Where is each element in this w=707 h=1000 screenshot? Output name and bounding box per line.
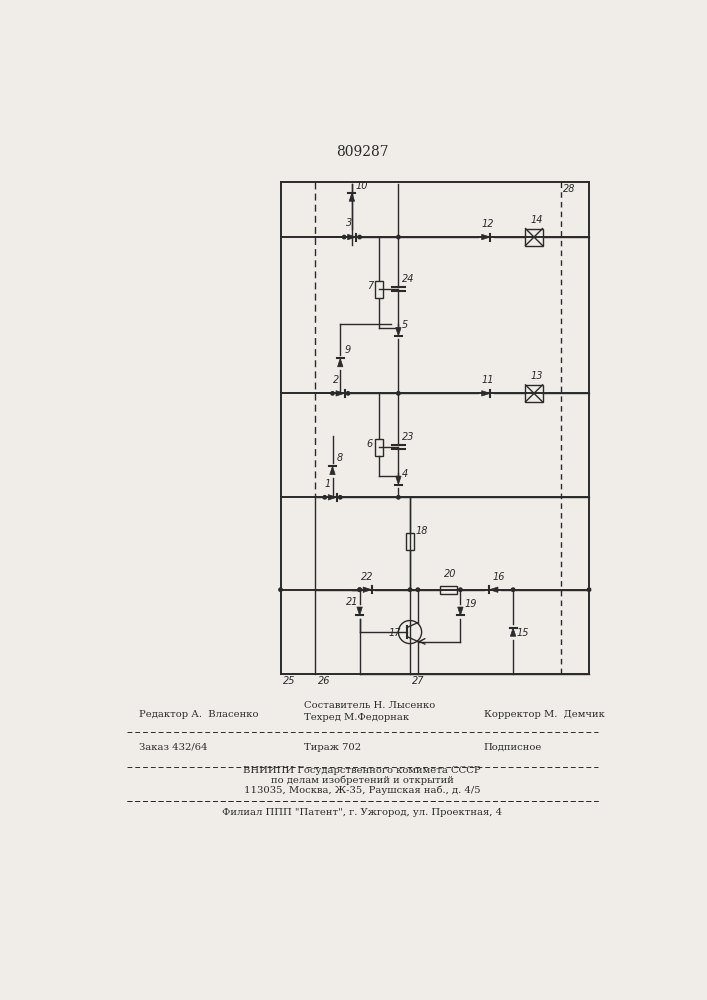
Text: Подписное: Подписное	[484, 743, 542, 752]
Text: Составитель Н. Лысенко: Составитель Н. Лысенко	[304, 701, 435, 710]
Polygon shape	[337, 358, 343, 367]
Bar	[406, 533, 414, 550]
Circle shape	[397, 496, 400, 499]
Text: 21: 21	[346, 597, 358, 607]
Text: Филиал ППП "Патент", г. Ужгород, ул. Проектная, 4: Филиал ППП "Патент", г. Ужгород, ул. Про…	[222, 808, 502, 817]
Text: 26: 26	[317, 676, 330, 686]
Circle shape	[358, 588, 361, 591]
Text: 113035, Москва, Ж-35, Раушская наб., д. 4/5: 113035, Москва, Ж-35, Раушская наб., д. …	[244, 785, 480, 795]
Text: Тираж 702: Тираж 702	[304, 743, 361, 752]
Circle shape	[339, 496, 342, 499]
Text: 12: 12	[481, 219, 493, 229]
Text: 7: 7	[367, 281, 373, 291]
Circle shape	[459, 588, 462, 591]
Text: 809287: 809287	[336, 145, 388, 159]
Text: 23: 23	[402, 432, 415, 442]
Circle shape	[588, 588, 591, 591]
Text: 15: 15	[517, 628, 530, 638]
Polygon shape	[348, 234, 356, 240]
Text: 19: 19	[464, 599, 477, 609]
Text: Заказ 432/64: Заказ 432/64	[139, 743, 207, 752]
Text: 18: 18	[416, 526, 428, 536]
Polygon shape	[336, 391, 344, 396]
Text: 3: 3	[346, 218, 352, 228]
Text: 10: 10	[356, 181, 368, 191]
Polygon shape	[349, 193, 355, 201]
Circle shape	[346, 392, 350, 395]
Polygon shape	[357, 607, 363, 615]
Circle shape	[342, 235, 346, 239]
Polygon shape	[510, 628, 516, 636]
Circle shape	[409, 588, 411, 591]
Text: ВНИИПИ Государственного комимета СССР: ВНИИПИ Государственного комимета СССР	[243, 766, 481, 775]
Circle shape	[511, 588, 515, 591]
Text: 24: 24	[402, 274, 415, 284]
Text: 4: 4	[402, 469, 409, 479]
Polygon shape	[481, 234, 490, 240]
Polygon shape	[396, 476, 401, 485]
Circle shape	[358, 235, 361, 239]
Bar	[440, 586, 457, 594]
Polygon shape	[457, 607, 463, 615]
Text: 17: 17	[388, 628, 401, 638]
Text: 22: 22	[361, 572, 374, 582]
Polygon shape	[489, 587, 498, 592]
Text: 27: 27	[412, 676, 425, 686]
Circle shape	[416, 588, 420, 591]
Text: 14: 14	[530, 215, 543, 225]
Bar	[525, 229, 542, 246]
Text: по делам изобретений и открытий: по делам изобретений и открытий	[271, 775, 453, 785]
Text: Техред М.Федорнак: Техред М.Федорнак	[304, 713, 409, 722]
Circle shape	[279, 588, 282, 591]
Text: 8: 8	[337, 453, 343, 463]
Text: 5: 5	[402, 320, 409, 330]
Text: 13: 13	[530, 371, 543, 381]
Text: 6: 6	[367, 439, 373, 449]
Circle shape	[331, 392, 334, 395]
Bar	[525, 385, 542, 402]
Text: 20: 20	[444, 569, 457, 579]
Polygon shape	[329, 466, 335, 475]
Bar	[375, 281, 383, 298]
Text: Редактор А.  Власенко: Редактор А. Власенко	[139, 710, 258, 719]
Polygon shape	[396, 328, 401, 336]
Text: 9: 9	[344, 345, 351, 355]
Circle shape	[323, 496, 327, 499]
Text: 16: 16	[493, 572, 506, 582]
Circle shape	[397, 235, 400, 239]
Text: 28: 28	[563, 184, 576, 194]
Circle shape	[358, 588, 361, 591]
Text: 1: 1	[325, 479, 331, 489]
Text: 11: 11	[481, 375, 493, 385]
Polygon shape	[328, 495, 337, 500]
Text: 25: 25	[283, 676, 296, 686]
Circle shape	[397, 392, 400, 395]
Polygon shape	[481, 391, 490, 396]
Text: Корректор М.  Демчик: Корректор М. Демчик	[484, 710, 604, 719]
Polygon shape	[363, 587, 372, 592]
Bar	[375, 439, 383, 456]
Text: 2: 2	[332, 375, 339, 385]
